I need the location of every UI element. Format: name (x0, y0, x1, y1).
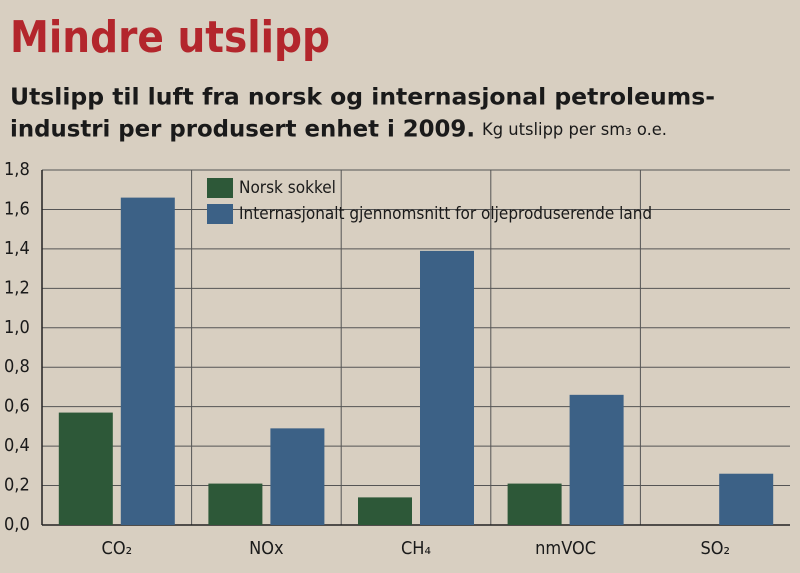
y-tick-label: 0,0 (4, 514, 30, 535)
x-tick-label: CH₄ (401, 538, 431, 559)
y-tick-label: 1,0 (4, 317, 30, 338)
legend-label: Norsk sokkel (239, 178, 336, 198)
legend-label: Internasjonalt gjennomsnitt for oljeprod… (239, 204, 652, 224)
y-tick-label: 1,4 (4, 238, 30, 259)
bar (270, 428, 325, 525)
y-tick-label: 1,2 (4, 277, 30, 298)
y-tick-label: 0,6 (4, 396, 30, 417)
y-tick-label: 0,2 (4, 475, 30, 496)
bar (358, 497, 412, 525)
bar (208, 483, 263, 525)
y-tick-label: 1,8 (4, 159, 30, 180)
x-tick-label: nmVOC (535, 538, 596, 559)
unit-label: Kg utslipp per sm₃ o.e. (482, 120, 667, 140)
x-tick-label: CO₂ (102, 538, 133, 559)
legend-swatch (207, 204, 233, 224)
bar (58, 412, 113, 525)
bar (420, 250, 474, 525)
bar (719, 473, 774, 525)
subtitle: Utslipp til luft fra norsk og internasjo… (10, 85, 715, 111)
x-tick-label: NOx (249, 538, 284, 559)
bar (120, 197, 175, 525)
y-tick-label: 1,6 (4, 198, 30, 219)
subtitle: industri per produsert enhet i 2009. (10, 117, 475, 143)
legend-swatch (207, 178, 233, 198)
x-tick-label: SO₂ (700, 538, 730, 559)
chart-title: Mindre utslipp (10, 12, 330, 63)
bar (569, 394, 624, 525)
y-tick-label: 0,8 (4, 356, 30, 377)
bar (507, 483, 562, 525)
y-tick-label: 0,4 (4, 435, 30, 456)
